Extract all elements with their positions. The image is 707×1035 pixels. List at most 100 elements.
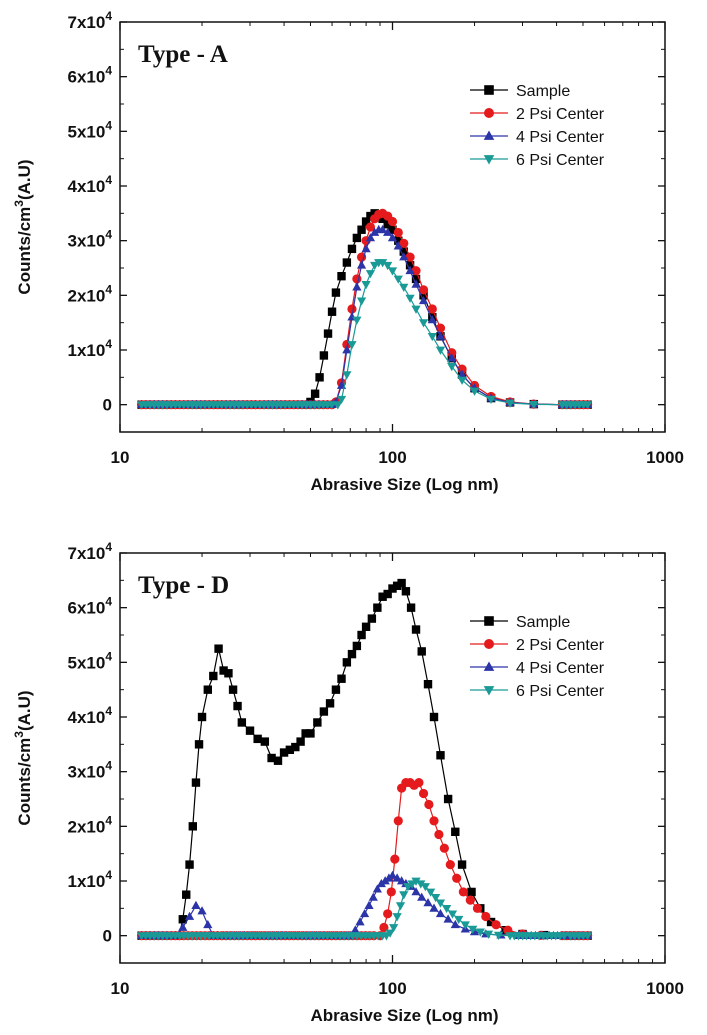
y-tick-label: 1x104: [67, 868, 112, 891]
data-point: [493, 931, 504, 940]
data-point: [342, 658, 352, 667]
data-point: [233, 701, 242, 711]
data-point: [582, 932, 593, 941]
data-point: [425, 888, 436, 897]
legend-item: 6 Psi Center: [470, 683, 605, 700]
legend-label: 4 Psi Center: [516, 660, 605, 677]
data-point: [373, 603, 382, 612]
data-point: [465, 895, 475, 905]
y-tick-label: 3x104: [67, 759, 112, 782]
data-point: [191, 900, 201, 909]
legend-marker: [483, 130, 495, 140]
y-tick-label-base: 4x10: [67, 177, 105, 196]
data-point: [483, 930, 494, 939]
data-point: [365, 222, 376, 232]
data-point: [323, 329, 333, 338]
data-point: [399, 891, 409, 900]
y-axis-title-superscript: 3: [12, 200, 26, 207]
data-point: [383, 227, 393, 236]
y-tick-label: 5x104: [67, 118, 112, 141]
data-point: [418, 285, 429, 295]
data-point: [435, 908, 446, 918]
data-point: [184, 911, 195, 920]
y-tick-label: 1x104: [67, 337, 112, 360]
x-axis-title: Abrasive Size (Log nm): [311, 475, 499, 494]
y-tick-label: 2x104: [67, 813, 112, 836]
data-point: [273, 756, 283, 765]
data-point: [367, 614, 377, 623]
data-point: [319, 351, 329, 360]
series-4-psi-center: [136, 224, 593, 409]
legend-label: Sample: [516, 83, 570, 100]
data-point: [327, 401, 337, 410]
data-point: [387, 233, 398, 242]
data-point: [331, 685, 341, 694]
data-point: [267, 753, 276, 763]
data-point: [194, 740, 204, 749]
data-point: [347, 649, 357, 659]
panel-title: Type - D: [138, 572, 229, 599]
data-point: [468, 925, 478, 934]
data-point: [434, 829, 444, 840]
data-point: [310, 389, 320, 398]
data-point: [352, 641, 362, 651]
data-point: [447, 910, 458, 919]
data-point: [378, 224, 388, 234]
data-point: [486, 395, 496, 405]
legend-marker: [484, 108, 494, 118]
data-point: [392, 913, 402, 922]
data-point: [365, 233, 376, 242]
data-point: [397, 578, 406, 588]
series-6-psi-center: [136, 259, 593, 410]
y-tick-label-base: 7x10: [67, 544, 105, 563]
x-tick-label: 10: [111, 448, 130, 467]
data-point: [356, 260, 367, 269]
y-tick-label-base: 4x10: [67, 708, 105, 727]
y-tick-label-base: 3x10: [67, 232, 105, 251]
y-tick-label-exponent: 4: [105, 813, 112, 827]
y-axis-title-part: (A.U): [15, 159, 34, 200]
y-tick-label: 6x104: [67, 595, 112, 618]
data-point: [368, 892, 378, 901]
y-axis-title-superscript: 3: [12, 731, 26, 738]
data-point: [401, 587, 411, 596]
data-point: [435, 899, 446, 908]
data-point: [405, 294, 415, 303]
series-6-psi-center: [136, 877, 593, 941]
data-point: [420, 883, 430, 892]
data-point: [203, 919, 213, 929]
data-point: [457, 369, 467, 378]
y-tick-label-exponent: 4: [105, 337, 112, 351]
data-point: [423, 898, 433, 907]
data-point: [178, 922, 188, 931]
data-point: [392, 873, 402, 882]
data-point: [352, 233, 362, 243]
data-point: [331, 288, 341, 297]
data-point: [445, 860, 455, 870]
series-line: [141, 229, 588, 406]
data-point: [491, 920, 501, 930]
legend-marker: [484, 616, 494, 626]
y-axis-title-part: Counts/cm: [15, 738, 34, 826]
legend-item: 4 Psi Center: [470, 129, 605, 146]
y-tick-label-exponent: 4: [105, 173, 112, 187]
data-point: [315, 373, 324, 382]
data-point: [427, 332, 437, 342]
data-point: [393, 241, 403, 250]
data-point: [365, 270, 376, 279]
plot-frame: [119, 552, 666, 964]
data-point: [390, 854, 400, 864]
y-tick-label-exponent: 4: [105, 649, 112, 663]
y-tick-label-exponent: 4: [105, 9, 112, 23]
series-4-psi-center: [136, 870, 593, 940]
y-tick-label-exponent: 4: [105, 64, 112, 78]
legend-label: Sample: [516, 614, 570, 631]
x-tick-label: 1000: [646, 448, 684, 467]
data-point: [457, 376, 467, 385]
data-point: [460, 921, 470, 930]
legend-label: 4 Psi Center: [516, 129, 605, 146]
data-point: [429, 903, 439, 912]
data-point: [399, 238, 409, 248]
legend-label: 6 Psi Center: [516, 152, 605, 169]
